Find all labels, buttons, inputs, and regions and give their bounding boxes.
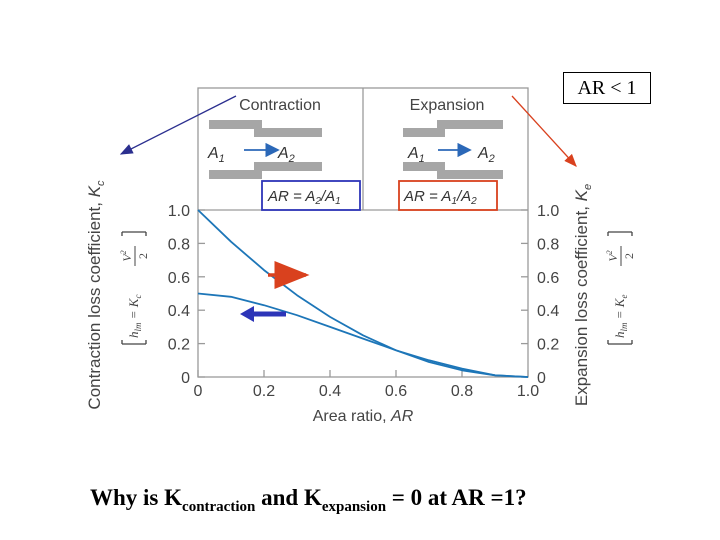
y-tick-label-right: 0.4: [537, 303, 559, 320]
x-tick-label: 0.6: [385, 383, 407, 400]
contraction-formula-box: [261, 180, 361, 211]
contraction-formula: AR = A2/A1: [267, 188, 341, 207]
question-sub-contraction: contraction: [182, 499, 256, 515]
svg-text:hlm = Ke: hlm = Ke: [612, 295, 629, 338]
question-part2: and K: [255, 485, 322, 510]
curves: [197, 209, 529, 378]
decreasing-ar-blue-arrow: [240, 306, 286, 322]
expansion-formula: AR = A1/A2: [403, 188, 477, 207]
x-tick-label: 0: [194, 383, 203, 400]
axis-ticks: 0 00.2 0.20.4 0.40.6 0.60.8 0.81.0 1.00 0.2 0.4 0…: [168, 203, 560, 400]
x-axis-label: Area ratio, AR: [313, 408, 414, 425]
y-tick-label-right: 0: [537, 370, 546, 387]
svg-text:hlm = Kc: hlm = Kc: [126, 295, 143, 338]
expansion-panel: Expansion A1 A2 AR = A1/A2: [398, 97, 503, 211]
y-tick-label-right: 1.0: [537, 203, 559, 220]
x-tick-label: 0.8: [451, 383, 473, 400]
chart-frame: [197, 87, 529, 378]
y-tick-label-left: 0: [181, 370, 190, 387]
x-tick-label: 0.4: [319, 383, 341, 400]
question-part3: = 0 at AR =1?: [386, 485, 527, 510]
contraction-title: Contraction: [239, 97, 321, 114]
expansion-a2-label: A2: [477, 145, 495, 165]
ar-less-than-one-callout: AR < 1: [563, 72, 651, 104]
x-tick-label: 1.0: [517, 383, 539, 400]
contraction-pipe-icon: [209, 120, 322, 179]
y-axis-label-left: Contraction loss coefficient, Kc: [85, 180, 107, 410]
question-text: Why is Kcontraction and Kexpansion = 0 a…: [90, 485, 527, 515]
svg-text:2: 2: [622, 253, 636, 259]
curve-contraction: [197, 292, 529, 378]
question-part1: Why is K: [90, 485, 183, 510]
formula-left: hlm = Kc V2 2: [119, 231, 150, 345]
y-tick-label-left: 0.4: [168, 303, 190, 320]
expansion-title: Expansion: [410, 97, 485, 114]
y-axis-label-right: Expansion loss coefficient, Ke: [572, 184, 594, 406]
svg-text:V2: V2: [119, 250, 134, 261]
y-tick-label-left: 0.8: [168, 236, 190, 253]
contraction-pointer-arrow: [119, 95, 237, 155]
y-tick-label-right: 0.2: [537, 337, 559, 354]
svg-text:2: 2: [136, 253, 150, 259]
x-tick-label: 0.2: [253, 383, 275, 400]
contraction-a1-label: A1: [207, 145, 225, 165]
expansion-pipe-icon: [403, 120, 503, 179]
question-sub-expansion: expansion: [321, 499, 387, 515]
y-tick-label-left: 0.6: [168, 270, 190, 287]
expansion-formula-box: [398, 180, 498, 211]
expansion-pointer-arrow: [511, 95, 577, 167]
y-tick-label-right: 0.6: [537, 270, 559, 287]
contraction-panel: Contraction A1 A2 AR = A2/A1: [207, 97, 361, 211]
y-tick-label-left: 0.2: [168, 337, 190, 354]
svg-text:V2: V2: [605, 250, 620, 261]
formula-right: hlm = Ke V2 2: [605, 231, 636, 345]
y-tick-label-right: 0.8: [537, 236, 559, 253]
y-tick-label-left: 1.0: [168, 203, 190, 220]
curve-expansion: [197, 209, 529, 378]
